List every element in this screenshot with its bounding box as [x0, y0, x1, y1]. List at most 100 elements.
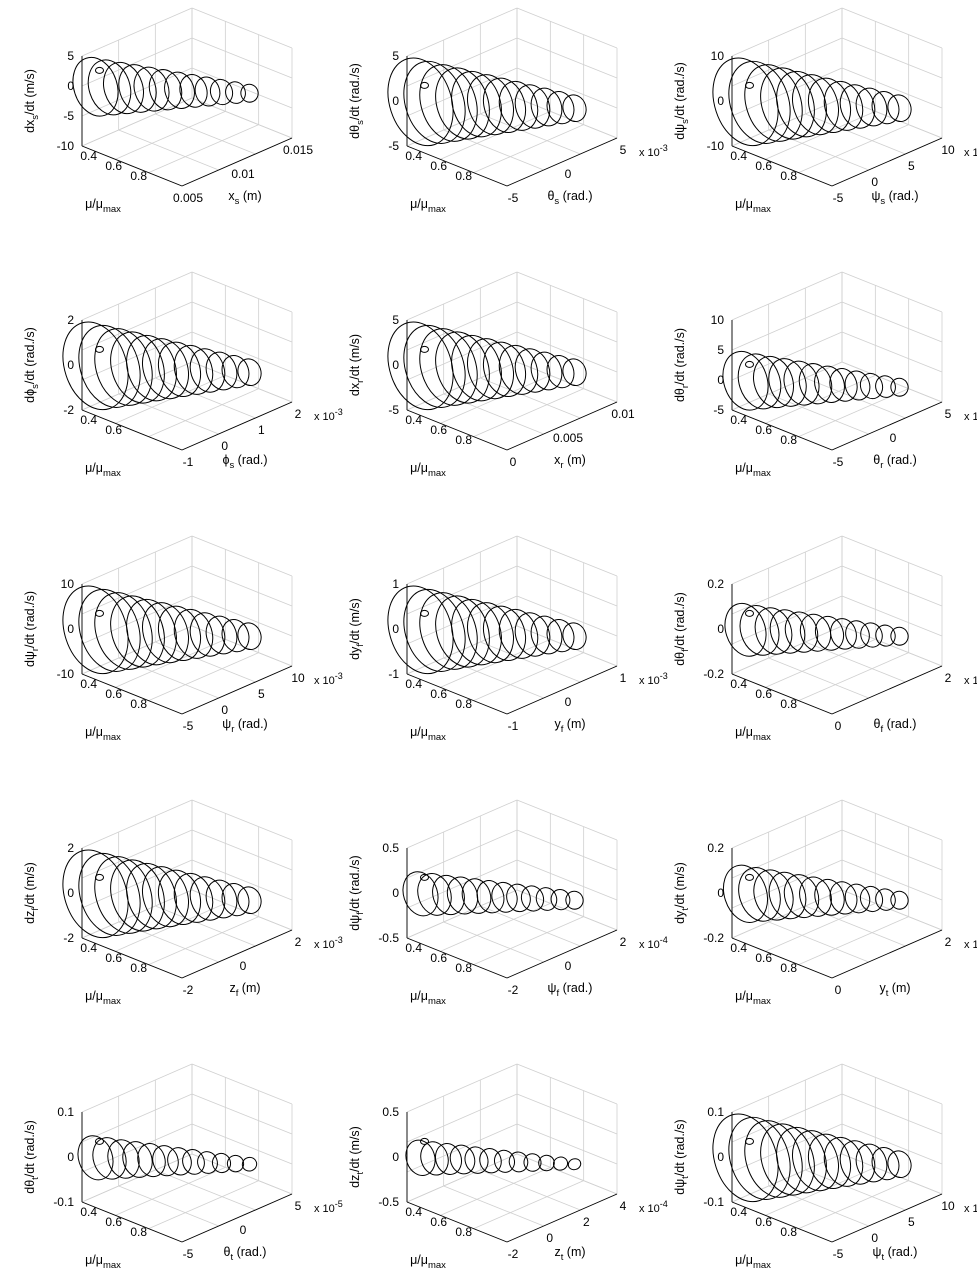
subplot-14: 0.5 0 -0.5 0.4 0.6 0.8 -2 0 2 4 x 10-4 μ/μmax zt (m)… — [348, 1063, 668, 1271]
z-tick-label: 0 — [717, 1150, 724, 1164]
subplot-8: 1 0 -1 0.4 0.6 0.8 -1 0 1 x 10-3 μ/μmax yf (m) dyf/d… — [348, 535, 668, 743]
y-axis-label: θf (rad.) — [874, 717, 917, 735]
z-tick-label: -2 — [63, 931, 74, 945]
trajectory-loop — [844, 883, 871, 914]
z-tick-label: -10 — [57, 139, 75, 153]
trajectory-loop — [768, 358, 807, 407]
z-axis-label: dxs/dt (m/s) — [23, 69, 41, 133]
trajectory-loop — [493, 1149, 516, 1173]
trajectory-loop — [753, 869, 794, 921]
z-axis-label: dψr/dt (rad./s) — [23, 591, 41, 667]
subplot-1: 5 0 -5 -10 0.4 0.6 0.8 0.005 0.01 0.015 μ/μmax xs (… — [23, 7, 313, 215]
y-axis-line — [831, 137, 943, 187]
trajectory-loop — [403, 588, 466, 672]
trajectory-start — [95, 609, 104, 617]
y-axis-line — [831, 929, 943, 979]
trajectory-loop — [94, 592, 153, 670]
trajectory-loop — [173, 344, 214, 395]
trajectory — [387, 57, 587, 147]
trajectory-loop — [737, 353, 782, 410]
trajectory-loop — [420, 1141, 449, 1176]
z-axis-label: dxr/dt (m/s) — [348, 334, 366, 396]
trajectory-loop — [814, 365, 845, 403]
x-tick-label: 0.6 — [755, 1215, 772, 1229]
trajectory-loop — [738, 867, 781, 922]
trajectory-loop — [387, 585, 454, 675]
trajectory-loop — [164, 71, 195, 109]
grid — [406, 535, 618, 715]
z-tick-label: 1 — [392, 577, 399, 591]
x-tick-label: 0.4 — [730, 413, 747, 427]
trajectory-loop — [845, 620, 870, 649]
z-tick-label: -0.2 — [703, 931, 724, 945]
trajectory-loop — [94, 856, 153, 934]
y-axis-label: xr (m) — [554, 453, 586, 471]
z-tick-label: 0.1 — [57, 1105, 74, 1119]
trajectory-loop — [855, 87, 888, 127]
y-axis-line — [831, 1193, 943, 1243]
trajectory-loop — [562, 358, 587, 387]
y-tick-label: -1 — [183, 455, 194, 469]
y-exponent-label: x 10-3 — [964, 143, 977, 159]
trajectory-loop — [498, 608, 539, 659]
x-tick-label: 0.4 — [80, 677, 97, 691]
trajectory-loop — [182, 1149, 205, 1175]
trajectory-loop — [476, 880, 505, 914]
y-tick-label: 2 — [295, 935, 302, 949]
x-tick-label: 0.6 — [755, 423, 772, 437]
z-tick-label: -2 — [63, 403, 74, 417]
trajectory-loop — [871, 1146, 900, 1181]
trajectory-loop — [514, 348, 551, 393]
x-tick-label: 0.4 — [80, 1205, 97, 1219]
z-tick-label: 0.5 — [382, 841, 399, 855]
y-axis-line — [506, 665, 618, 715]
y-axis-label: yt (m) — [879, 981, 910, 999]
trajectory-loop — [446, 876, 479, 915]
y-axis-line — [181, 1193, 293, 1243]
trajectory-loop — [859, 372, 884, 400]
y-axis-label: θt (rad.) — [224, 1245, 267, 1263]
x-axis-line — [81, 409, 183, 451]
y-tick-label: 0 — [835, 983, 842, 997]
y-axis-label: zt (m) — [554, 1245, 585, 1263]
trajectory-loop — [875, 624, 896, 647]
trajectory-loop — [467, 74, 514, 136]
trajectory-loop — [205, 615, 238, 655]
trajectory — [77, 1135, 258, 1181]
trajectory-loop — [435, 331, 490, 404]
y-exponent-label: x 10-4 — [639, 935, 668, 951]
trajectory-start — [420, 1137, 429, 1145]
subplot-3: 10 0 -10 0.4 0.6 0.8 -5 0 5 10 x 10-3 μ/μmax ψs (rad… — [673, 7, 977, 215]
z-axis-label: dθt/dt (rad./s) — [23, 1120, 41, 1194]
trajectory-loop — [829, 881, 858, 915]
y-tick-label: 0 — [890, 431, 897, 445]
trajectory-loop — [417, 873, 452, 916]
trajectory-loop — [189, 876, 226, 921]
x-axis-label: μ/μmax — [85, 197, 121, 215]
y-tick-label: 5 — [945, 407, 952, 421]
y-exponent-label: x 10-3 — [314, 407, 343, 423]
trajectory-loop — [451, 70, 502, 138]
trajectory-start — [95, 873, 104, 881]
x-tick-label: 0.4 — [405, 941, 422, 955]
x-tick-label: 0.6 — [755, 951, 772, 965]
z-tick-label: 0 — [392, 622, 399, 636]
y-exponent-label: x 10-3 — [314, 671, 343, 687]
trajectory-loop — [237, 358, 262, 387]
y-exponent-label: x 10-4 — [964, 671, 977, 687]
x-axis-line — [81, 145, 183, 187]
trajectory — [62, 585, 262, 675]
trajectory-loop — [814, 878, 845, 916]
grid — [731, 535, 943, 715]
z-tick-label: -0.1 — [53, 1195, 74, 1209]
y-tick-label: -5 — [183, 1247, 194, 1261]
trajectory-loop — [769, 609, 806, 654]
x-axis-line — [81, 1201, 183, 1243]
z-tick-label: -0.1 — [703, 1195, 724, 1209]
trajectory — [712, 1113, 912, 1203]
y-tick-label: 0 — [510, 455, 517, 469]
trajectory-loop — [387, 321, 454, 411]
z-axis-label: dzt/dt (m/s) — [348, 1126, 366, 1188]
y-tick-label: 10 — [941, 1199, 955, 1213]
